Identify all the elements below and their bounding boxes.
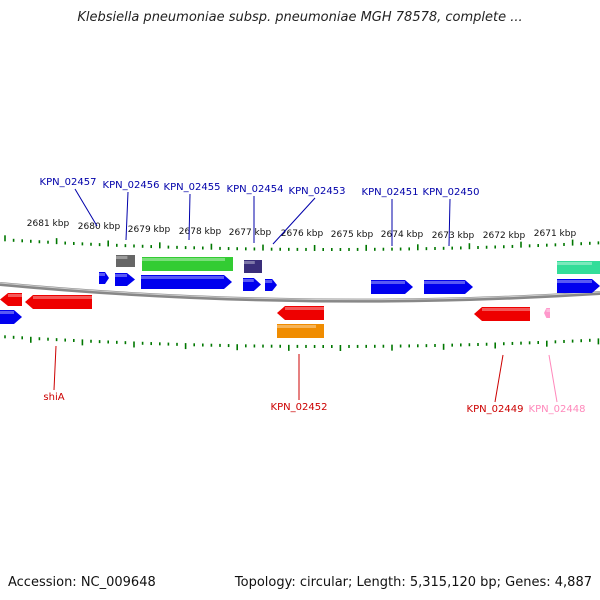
kbp-label: 2674 kbp	[381, 230, 424, 240]
gene-KPN_02450[interactable]	[424, 280, 473, 294]
inner-tick-track	[4, 335, 600, 351]
kbp-label: 2673 kbp	[432, 231, 475, 241]
genome-backbone	[0, 282, 600, 303]
callout-line	[53, 345, 57, 391]
kbp-label: 2671 kbp	[534, 229, 577, 239]
accession-text: Accession: NC_009648	[8, 575, 156, 590]
gene-label[interactable]: KPN_02455	[164, 182, 221, 193]
gene-shiA[interactable]	[25, 295, 92, 309]
gene-right-edge[interactable]	[557, 279, 600, 293]
gene-label[interactable]: KPN_02453	[289, 186, 346, 197]
kbp-scale: 2681 kbp 2680 kbp 2679 kbp 2678 kbp 2677 kbp…	[27, 219, 577, 241]
gene-KPN_02455-box[interactable]	[142, 257, 233, 271]
callout-line	[548, 354, 558, 403]
gene-KPN_02457[interactable]	[99, 272, 109, 284]
gene-label[interactable]: KPN_02454	[227, 184, 284, 195]
gene-label[interactable]: KPN_02449	[467, 404, 524, 415]
gene-mint-box[interactable]	[557, 261, 600, 274]
gene-left-edge-red[interactable]	[0, 293, 22, 306]
kbp-label: 2677 kbp	[229, 228, 272, 238]
callout-line	[74, 188, 98, 227]
genome-backbone-highlight	[0, 282, 600, 301]
callout-line	[125, 191, 129, 241]
feature-track	[0, 255, 600, 338]
gene-label[interactable]: KPN_02450	[423, 187, 480, 198]
callout-line	[494, 354, 504, 403]
kbp-label: 2672 kbp	[483, 231, 526, 241]
gene-KPN_02456[interactable]	[115, 273, 135, 286]
gene-KPN_02449[interactable]	[474, 307, 530, 321]
gene-KPN_02451[interactable]	[371, 280, 413, 294]
gene-label[interactable]: KPN_02452	[271, 402, 328, 413]
gene-label[interactable]: KPN_02457	[40, 177, 97, 188]
gene-label[interactable]: shiA	[43, 392, 64, 403]
kbp-label: 2679 kbp	[128, 225, 171, 235]
gene-KPN_02455[interactable]	[141, 275, 232, 289]
callout-line	[448, 198, 451, 247]
outer-tick-track	[4, 235, 600, 251]
gene-KPN_02453[interactable]	[265, 279, 277, 291]
kbp-label: 2678 kbp	[179, 227, 222, 237]
map-title: Klebsiella pneumoniae subsp. pneumoniae …	[77, 10, 523, 25]
kbp-label: 2680 kbp	[78, 222, 121, 232]
kbp-label: 2675 kbp	[331, 230, 374, 240]
gene-KPN_02456-box[interactable]	[116, 255, 135, 267]
callout-line	[272, 197, 316, 245]
gene-label[interactable]: KPN_02456	[103, 180, 160, 191]
gene-KPN_02454[interactable]	[243, 278, 261, 291]
gene-label[interactable]: KPN_02448	[529, 404, 586, 415]
callout-line	[188, 193, 191, 241]
kbp-label: 2676 kbp	[281, 229, 324, 239]
kbp-label: 2681 kbp	[27, 219, 70, 229]
gene-KPN_02452[interactable]	[277, 306, 324, 320]
gene-KPN_02454-box[interactable]	[244, 260, 262, 273]
gene-callouts: KPN_02457 KPN_02456 KPN_02455 KPN_02454 KPN_…	[40, 177, 586, 415]
gene-KPN_02452-box[interactable]	[277, 324, 324, 338]
gene-KPN_02448[interactable]	[544, 308, 550, 318]
gene-label[interactable]: KPN_02451	[362, 187, 419, 198]
gene-left-edge[interactable]	[0, 310, 22, 324]
topology-text: Topology: circular; Length: 5,315,120 bp…	[234, 575, 592, 590]
